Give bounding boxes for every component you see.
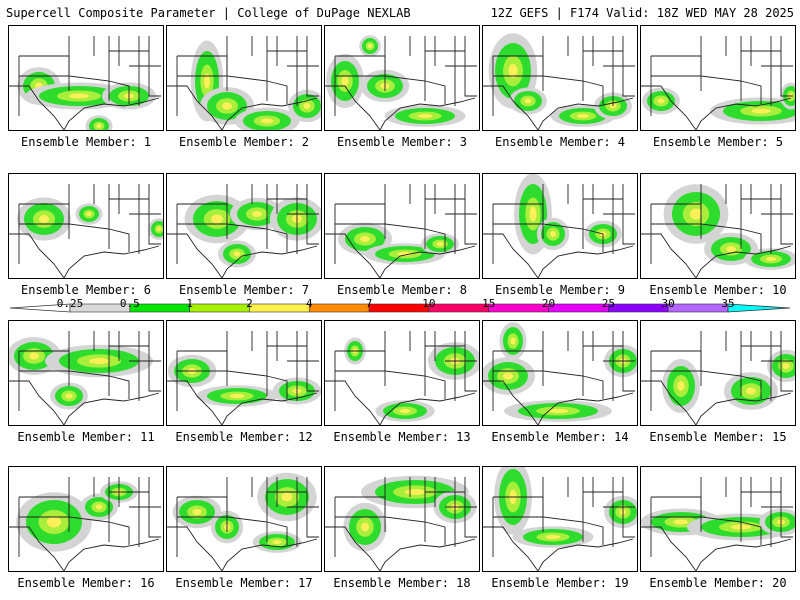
colorbar-tick-label: 10	[422, 297, 436, 310]
ensemble-member-label: Ensemble Member: 8	[336, 283, 468, 297]
ensemble-map-panel	[324, 25, 480, 131]
ensemble-member-label: Ensemble Member: 4	[494, 135, 626, 149]
ensemble-map	[9, 36, 161, 130]
ensemble-map	[325, 331, 479, 425]
colorbar-segment	[488, 303, 549, 313]
colorbar-tick-label: 20	[541, 297, 556, 310]
ensemble-map-panel	[482, 173, 638, 279]
ensemble-map	[641, 477, 795, 571]
ensemble-map	[167, 36, 321, 130]
ensemble-member-label: Ensemble Member: 7	[178, 283, 310, 297]
colorbar-tick-label: 4	[305, 297, 313, 310]
ensemble-member-label: Ensemble Member: 18	[333, 576, 471, 590]
colorbar-segment	[308, 303, 370, 313]
colorbar-segment	[428, 303, 490, 313]
colorbar-tick-label: 25	[601, 297, 615, 310]
ensemble-map-panel	[640, 173, 796, 279]
ensemble-member-label: Ensemble Member: 19	[491, 576, 629, 590]
colorbar-tick-label: 35	[721, 297, 735, 310]
ensemble-map-panel	[324, 173, 480, 279]
ensemble-map	[325, 475, 477, 571]
ensemble-map-panel	[640, 466, 796, 572]
ensemble-map	[641, 36, 795, 130]
ensemble-member-label: Ensemble Member: 6	[20, 283, 152, 297]
ensemble-map-panel	[324, 466, 480, 572]
ensemble-member-label: Ensemble Member: 3	[336, 135, 468, 149]
colorbar-tick-label: 2	[246, 297, 253, 310]
ensemble-map-panel	[640, 320, 796, 426]
ensemble-map	[167, 331, 321, 425]
header-title: Supercell Composite Parameter | College …	[6, 6, 411, 20]
colorbar-segment	[667, 303, 729, 313]
ensemble-member-label: Ensemble Member: 9	[494, 283, 626, 297]
ensemble-map-panel	[640, 25, 796, 131]
ensemble-map-panel	[8, 466, 164, 572]
colorbar-segment	[548, 303, 609, 313]
ensemble-member-label: Ensemble Member: 5	[652, 135, 784, 149]
ensemble-map	[9, 477, 161, 571]
colorbar-tick-label: 1	[186, 297, 193, 310]
colorbar-segment	[608, 303, 669, 313]
ensemble-map-panel	[324, 320, 480, 426]
colorbar-tick-label: 15	[482, 297, 496, 310]
ensemble-member-label: Ensemble Member: 14	[491, 430, 629, 444]
ensemble-member-label: Ensemble Member: 2	[178, 135, 310, 149]
ensemble-map	[325, 184, 477, 278]
ensemble-map	[641, 184, 795, 278]
colorbar-max-arrow	[727, 303, 790, 313]
colorbar-tick-label: 0.25	[56, 297, 84, 310]
ensemble-map	[483, 174, 635, 278]
colorbar-tick-label: 0.5	[119, 297, 140, 310]
ensemble-member-label: Ensemble Member: 17	[175, 576, 313, 590]
ensemble-member-label: Ensemble Member: 15	[649, 430, 787, 444]
colorbar-segment	[368, 303, 430, 313]
header-run-info: 12Z GEFS | F174 Valid: 18Z WED MAY 28 20…	[490, 6, 794, 20]
ensemble-map	[325, 35, 477, 130]
ensemble-member-label: Ensemble Member: 16	[17, 576, 155, 590]
ensemble-map-panel	[166, 25, 322, 131]
ensemble-member-label: Ensemble Member: 1	[20, 135, 152, 149]
ensemble-map-panel	[166, 173, 322, 279]
ensemble-member-label: Ensemble Member: 12	[175, 430, 313, 444]
colorbar-tick-label: 30	[661, 297, 675, 310]
ensemble-map-panel	[8, 173, 164, 279]
ensemble-map	[483, 467, 637, 571]
ensemble-map-panel	[482, 320, 638, 426]
ensemble-map	[167, 472, 319, 571]
ensemble-map-panel	[166, 320, 322, 426]
ensemble-map-panel	[166, 466, 322, 572]
colorbar-segment	[249, 303, 310, 313]
ensemble-member-label: Ensemble Member: 20	[649, 576, 787, 590]
ensemble-map-panel	[482, 466, 638, 572]
colorbar-segment	[189, 303, 250, 313]
ensemble-map	[9, 184, 163, 278]
ensemble-map-panel	[8, 320, 164, 426]
colorbar	[10, 303, 790, 313]
ensemble-map	[9, 331, 161, 425]
colorbar-tick-label: 7	[365, 297, 373, 310]
ensemble-member-label: Ensemble Member: 13	[333, 430, 471, 444]
ensemble-map-panel	[8, 25, 164, 131]
ensemble-member-label: Ensemble Member: 10	[649, 283, 787, 297]
ensemble-map	[483, 322, 637, 425]
ensemble-map	[641, 331, 795, 425]
ensemble-map	[483, 33, 635, 130]
ensemble-map-panel	[482, 25, 638, 131]
ensemble-map	[167, 184, 321, 278]
ensemble-member-label: Ensemble Member: 11	[17, 430, 155, 444]
